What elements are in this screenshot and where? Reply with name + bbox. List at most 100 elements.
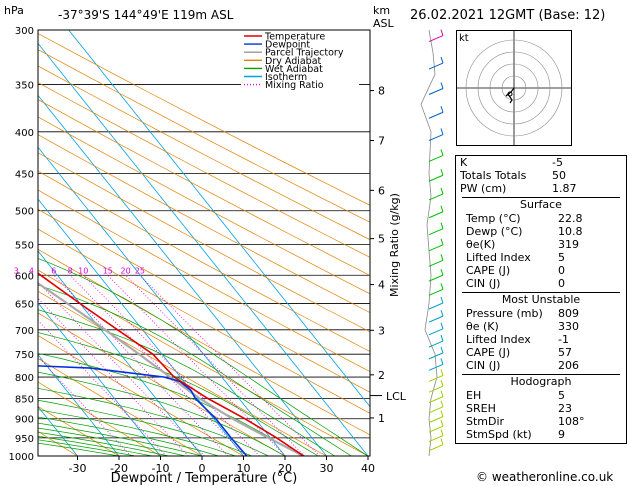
dry-adiabat xyxy=(38,269,369,456)
wet-adiabat xyxy=(38,332,319,456)
pressure-tick-label: 300 xyxy=(15,26,34,37)
parcel-trajectory-line xyxy=(38,281,305,456)
mu-value: -1 xyxy=(558,333,569,346)
wind-barb xyxy=(428,444,444,452)
wind-barb xyxy=(428,111,444,119)
surface-value: 0 xyxy=(558,264,565,277)
temp-tick-label: -30 xyxy=(69,462,87,475)
mixing-ratio-label: 25 xyxy=(135,266,145,275)
km-unit: km xyxy=(373,4,391,17)
dry-adiabat xyxy=(38,431,78,456)
index-k-label: K xyxy=(460,156,468,169)
dry-adiabat xyxy=(38,99,370,276)
wind-barb xyxy=(428,406,444,414)
dewpoint-line xyxy=(38,365,248,456)
mu-label: Lifted Index xyxy=(466,333,531,346)
dry-adiabat xyxy=(38,33,370,206)
km-tick-label: 3 xyxy=(378,324,385,337)
pressure-tick-label: 500 xyxy=(15,207,34,218)
km-tick-label: 6 xyxy=(378,184,385,197)
mixing-ratio-label: 3 xyxy=(14,266,19,275)
mixing-ratio-axis-label: Mixing Ratio (g/kg) xyxy=(388,193,401,297)
wind-barb xyxy=(428,174,444,182)
hodo-label: StmDir xyxy=(466,415,505,428)
legend-box xyxy=(241,32,359,92)
isotherm-line xyxy=(38,354,120,456)
dry-adiabat xyxy=(38,152,370,333)
dry-adiabat xyxy=(38,312,286,456)
mixing-ratio-line xyxy=(38,281,205,456)
mixing-ratio-line xyxy=(38,319,167,456)
wind-barb-flag xyxy=(440,82,444,89)
hpa-unit: hPa xyxy=(4,4,24,17)
temp-tick-label: 20 xyxy=(278,462,292,475)
km-tick-label: 2 xyxy=(378,369,385,382)
isotherm-line xyxy=(38,198,244,456)
temp-tick-label: 0 xyxy=(199,462,206,475)
wind-barb xyxy=(428,35,444,43)
mixing-ratio-label: 15 xyxy=(103,266,113,275)
surface-title: Surface xyxy=(520,198,562,211)
asl-unit: ASL xyxy=(373,17,394,30)
wind-barb-flag xyxy=(440,334,444,342)
pressure-tick-label: 600 xyxy=(15,271,34,282)
wind-barb xyxy=(428,244,444,252)
wet-adiabat xyxy=(38,371,286,456)
km-tick-label: 4 xyxy=(378,279,385,292)
mixing-ratio-label: 6 xyxy=(51,266,56,275)
wind-barb-flag xyxy=(440,187,444,195)
pressure-tick-label: 850 xyxy=(15,394,34,405)
surface-value: 319 xyxy=(558,238,579,251)
pressure-tick-label: 800 xyxy=(15,373,34,384)
wet-adiabat xyxy=(38,399,252,456)
legend-label: Dewpoint xyxy=(265,40,310,51)
wind-barb-flag xyxy=(440,238,444,246)
wind-barb xyxy=(428,435,444,443)
temp-tick-label: -20 xyxy=(110,462,128,475)
pressure-tick-label: 450 xyxy=(15,169,34,180)
wind-barb xyxy=(428,88,444,95)
wind-barb xyxy=(428,315,444,323)
wind-barb xyxy=(428,228,444,236)
mixing-ratio-line xyxy=(69,275,246,456)
sounding-datetime: 26.02.2021 12GMT (Base: 12) xyxy=(410,8,606,23)
mixing-ratio-label: 20 xyxy=(121,266,131,275)
mu-value: 330 xyxy=(558,320,579,333)
dry-adiabat xyxy=(38,189,370,373)
wet-adiabat xyxy=(38,409,236,456)
wind-barb-flag xyxy=(440,429,444,436)
wind-barb xyxy=(428,340,444,348)
pressure-tick-label: 350 xyxy=(15,81,34,92)
wind-barb xyxy=(428,62,444,70)
wind-barb-flag xyxy=(440,106,444,113)
wind-barb xyxy=(428,302,444,310)
surface-label: CAPE (J) xyxy=(466,264,511,277)
wind-barb-flag xyxy=(440,128,444,135)
hodo-label: EH xyxy=(466,389,482,402)
hodo-value: 9 xyxy=(558,428,565,441)
mixing-ratio-line xyxy=(53,275,229,456)
wind-barb-flag xyxy=(440,254,444,261)
isotherm-line xyxy=(38,302,161,456)
dry-adiabat xyxy=(38,248,370,436)
wind-barb-flag xyxy=(440,149,444,156)
x-axis-label: Dewpoint / Temperature (°C) xyxy=(111,471,298,486)
mu-value: 206 xyxy=(558,359,579,372)
mu-label: Pressure (mb) xyxy=(466,307,543,320)
wind-barb xyxy=(428,193,444,201)
wind-barb-flag xyxy=(440,29,444,36)
legend-label: Mixing Ratio xyxy=(265,80,324,91)
legend-label: Temperature xyxy=(264,32,325,43)
mixing-ratio-label: 4 xyxy=(29,266,34,275)
isotherm-line xyxy=(38,94,327,456)
wet-adiabat xyxy=(38,284,352,456)
wind-barb xyxy=(428,274,444,282)
wind-barb xyxy=(428,385,444,393)
wind-barb-flag xyxy=(440,169,444,176)
pressure-tick-label: 650 xyxy=(15,300,34,311)
surface-label: Dewp (°C) xyxy=(466,225,523,238)
wind-barb-flag xyxy=(440,283,444,290)
legend-label: Parcel Trajectory xyxy=(265,48,344,59)
wind-barb-flag xyxy=(440,410,444,417)
